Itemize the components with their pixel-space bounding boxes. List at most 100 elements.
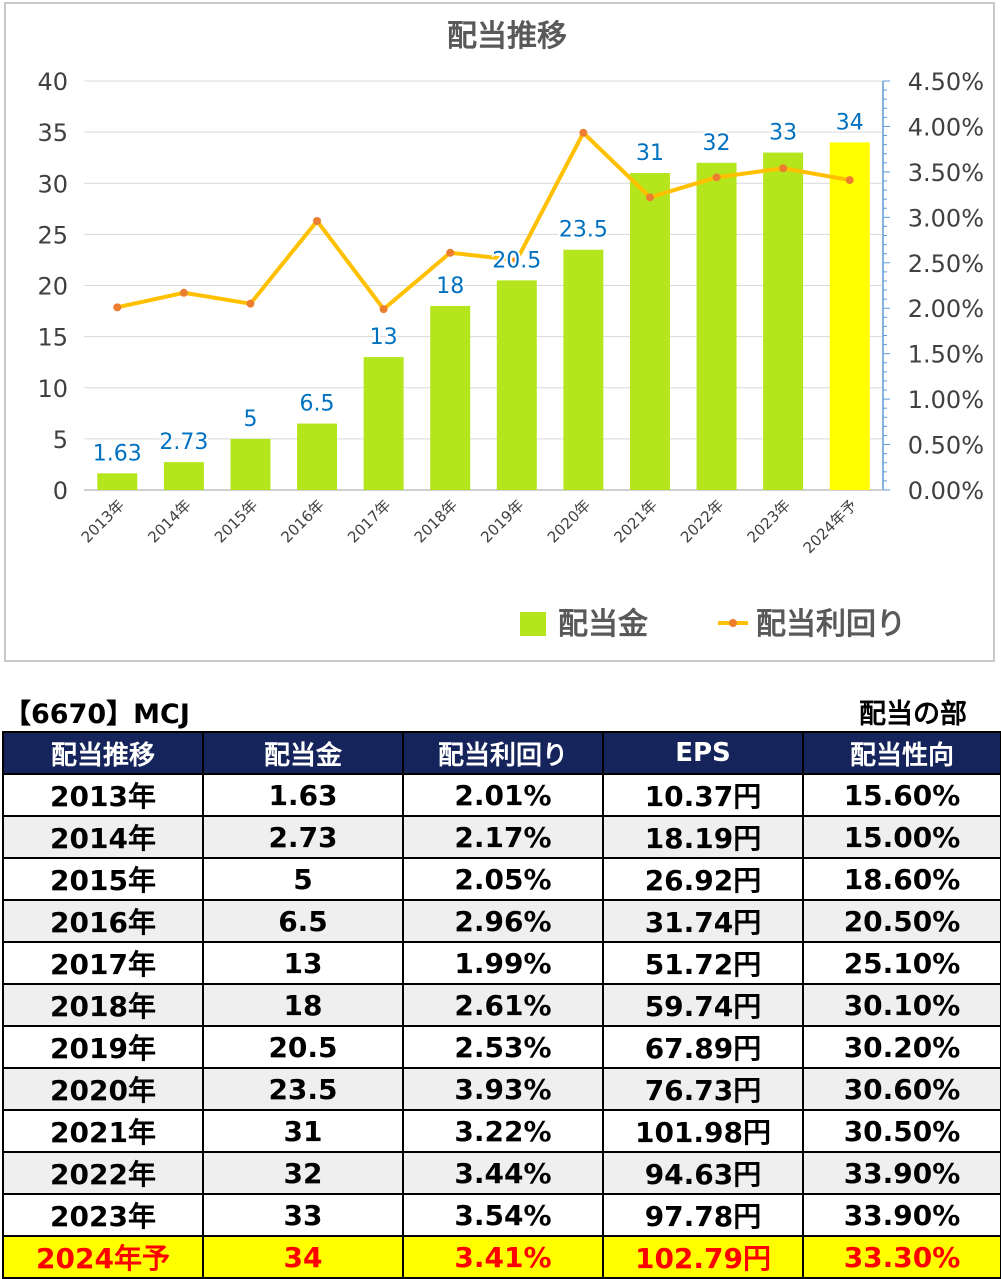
company-label: 【6670】MCJ — [4, 699, 190, 730]
cell-yield: 3.41% — [402, 1235, 604, 1279]
bar — [297, 423, 338, 490]
cell-yield: 3.93% — [402, 1067, 604, 1111]
yield-point — [645, 193, 654, 202]
yield-point — [512, 256, 521, 265]
x-tick-label: 2017年 — [344, 496, 394, 546]
bar-data-label: 1.63 — [93, 441, 142, 466]
bar-data-label: 18 — [436, 274, 464, 299]
y-tick-label-right: 4.00% — [908, 113, 984, 141]
cell-dividend: 33 — [202, 1193, 404, 1237]
legend-label-dividend: 配当金 — [558, 607, 649, 642]
x-tick-label: 2024年予 — [800, 496, 861, 557]
cell-year: 2015年 — [2, 857, 204, 901]
cell-payout: 25.10% — [802, 941, 1001, 985]
cell-year: 2013年 — [2, 773, 204, 817]
cell-payout: 20.50% — [802, 899, 1001, 943]
cell-dividend: 34 — [202, 1235, 404, 1279]
bar — [363, 357, 404, 490]
y-tick-label-left: 35 — [37, 119, 68, 147]
x-tick-label: 2022年 — [677, 496, 727, 546]
dividend-table: 配当推移 配当金 配当利回り EPS 配当性向 2013年 1.63 2.01% 10… — [2, 731, 1001, 1279]
bar — [763, 152, 804, 490]
cell-eps: 76.73円 — [602, 1067, 804, 1111]
chart-title: 配当推移 — [447, 19, 567, 54]
cell-eps: 10.37円 — [602, 773, 804, 817]
cell-year: 2021年 — [2, 1109, 204, 1153]
header-payout: 配当性向 — [802, 731, 1001, 775]
cell-payout: 33.90% — [802, 1193, 1001, 1237]
cell-payout: 18.60% — [802, 857, 1001, 901]
bar-data-label: 31 — [636, 141, 664, 166]
cell-yield: 2.53% — [402, 1025, 604, 1069]
cell-yield: 2.01% — [402, 773, 604, 817]
table-row: 2023年 33 3.54% 97.78円 33.90% — [2, 1193, 1001, 1237]
y-tick-label-right: 0.00% — [908, 477, 984, 505]
cell-payout: 30.60% — [802, 1067, 1001, 1111]
yield-point — [712, 173, 721, 182]
cell-eps: 97.78円 — [602, 1193, 804, 1237]
y-tick-label-left: 20 — [37, 273, 68, 301]
cell-eps: 94.63円 — [602, 1151, 804, 1195]
cell-eps: 101.98円 — [602, 1109, 804, 1153]
cell-dividend: 20.5 — [202, 1025, 404, 1069]
x-tick-label: 2020年 — [544, 496, 594, 546]
table-row: 2014年 2.73 2.17% 18.19円 15.00% — [2, 815, 1001, 859]
header-eps: EPS — [602, 731, 804, 775]
cell-dividend: 6.5 — [202, 899, 404, 943]
cell-payout: 30.10% — [802, 983, 1001, 1027]
cell-payout: 30.50% — [802, 1109, 1001, 1153]
bar — [563, 249, 604, 490]
bar — [230, 438, 271, 490]
x-tick-label: 2015年 — [211, 496, 261, 546]
cell-payout: 15.60% — [802, 773, 1001, 817]
cell-year: 2019年 — [2, 1025, 204, 1069]
cell-yield: 2.61% — [402, 983, 604, 1027]
cell-eps: 102.79円 — [602, 1235, 804, 1279]
bar-data-label: 13 — [370, 325, 398, 350]
cell-yield: 2.96% — [402, 899, 604, 943]
cell-payout: 30.20% — [802, 1025, 1001, 1069]
section-label: 配当の部 — [859, 699, 967, 730]
legend-marker-yield — [729, 619, 737, 627]
y-tick-label-left: 40 — [37, 68, 68, 96]
cell-year: 2017年 — [2, 941, 204, 985]
yield-point — [845, 176, 854, 185]
cell-yield: 2.05% — [402, 857, 604, 901]
bar-data-label: 5 — [243, 407, 257, 432]
cell-payout: 33.90% — [802, 1151, 1001, 1195]
table-row: 2019年 20.5 2.53% 67.89円 30.20% — [2, 1025, 1001, 1069]
cell-eps: 31.74円 — [602, 899, 804, 943]
table-row: 2017年 13 1.99% 51.72円 25.10% — [2, 941, 1001, 985]
cell-eps: 67.89円 — [602, 1025, 804, 1069]
cell-yield: 2.17% — [402, 815, 604, 859]
yield-point — [779, 164, 788, 173]
bar-data-label: 2.73 — [159, 430, 208, 455]
x-tick-label: 2023年 — [744, 496, 794, 546]
y-tick-label-left: 25 — [37, 221, 68, 249]
cell-year: 2022年 — [2, 1151, 204, 1195]
cell-year: 2014年 — [2, 815, 204, 859]
cell-payout: 15.00% — [802, 815, 1001, 859]
y-tick-label-right: 3.50% — [908, 159, 984, 187]
cell-eps: 26.92円 — [602, 857, 804, 901]
table-row: 2013年 1.63 2.01% 10.37円 15.60% — [2, 773, 1001, 817]
header-yield: 配当利回り — [402, 731, 604, 775]
cell-year: 2023年 — [2, 1193, 204, 1237]
yield-point — [379, 305, 388, 314]
bar-data-label: 20.5 — [492, 248, 541, 273]
y-tick-label-right: 0.50% — [908, 432, 984, 460]
yield-point — [113, 303, 122, 312]
x-tick-label: 2016年 — [278, 496, 328, 546]
table-row: 2020年 23.5 3.93% 76.73円 30.60% — [2, 1067, 1001, 1111]
cell-dividend: 32 — [202, 1151, 404, 1195]
header-dividend: 配当金 — [202, 731, 404, 775]
y-tick-label-left: 30 — [37, 170, 68, 198]
table-body: 2013年 1.63 2.01% 10.37円 15.60% 2014年 2.73 2.17%… — [2, 773, 1001, 1279]
table-row: 2021年 31 3.22% 101.98円 30.50% — [2, 1109, 1001, 1153]
table-row: 2016年 6.5 2.96% 31.74円 20.50% — [2, 899, 1001, 943]
y-tick-label-left: 15 — [37, 324, 68, 352]
yield-point — [446, 248, 455, 257]
bar-data-label: 34 — [836, 110, 864, 135]
cell-dividend: 31 — [202, 1109, 404, 1153]
cell-year: 2024年予 — [2, 1235, 204, 1279]
